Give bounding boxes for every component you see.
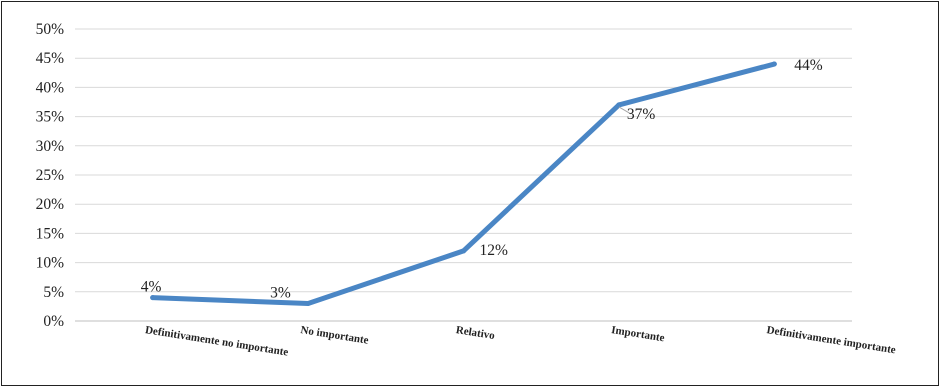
leader-line xyxy=(618,106,632,115)
data-labels: 4% 3% 12% 37% 44% xyxy=(141,57,823,301)
data-label: 12% xyxy=(480,242,509,259)
y-tick-label: 50% xyxy=(36,21,65,38)
y-tick-label: 40% xyxy=(36,79,65,96)
x-category-label: Definitivamente no importante xyxy=(144,324,289,359)
data-point xyxy=(305,300,311,306)
y-tick-label: 10% xyxy=(36,255,65,272)
y-tick-label: 5% xyxy=(43,284,64,301)
x-category-label: No importante xyxy=(300,324,370,347)
y-tick-label: 25% xyxy=(36,167,65,184)
data-label: 44% xyxy=(794,57,823,74)
series-line xyxy=(150,61,777,306)
data-label: 4% xyxy=(141,279,162,296)
gridlines xyxy=(75,28,852,293)
y-tick-label: 20% xyxy=(36,196,65,213)
data-label: 3% xyxy=(270,284,291,301)
x-category-labels: Definitivamente no importante No importan… xyxy=(144,324,896,359)
data-point xyxy=(461,248,466,254)
x-category-label: Definitivamente importante xyxy=(766,324,897,356)
y-tick-labels: 0% 5% 10% 15% 20% 25% 30% 35% 40% 45% 50% xyxy=(36,21,65,330)
y-tick-label: 30% xyxy=(36,138,65,155)
y-tick-label: 15% xyxy=(36,225,65,242)
data-point xyxy=(616,102,622,108)
series-layer xyxy=(150,61,777,306)
y-tick-label: 0% xyxy=(43,313,64,330)
data-label: 37% xyxy=(627,106,656,123)
y-tick-label: 35% xyxy=(36,109,65,126)
y-tick-label: 45% xyxy=(36,50,65,67)
data-point xyxy=(771,61,777,67)
x-category-label: Importante xyxy=(610,324,665,344)
data-point xyxy=(150,295,156,301)
x-category-label: Relativo xyxy=(455,324,496,342)
